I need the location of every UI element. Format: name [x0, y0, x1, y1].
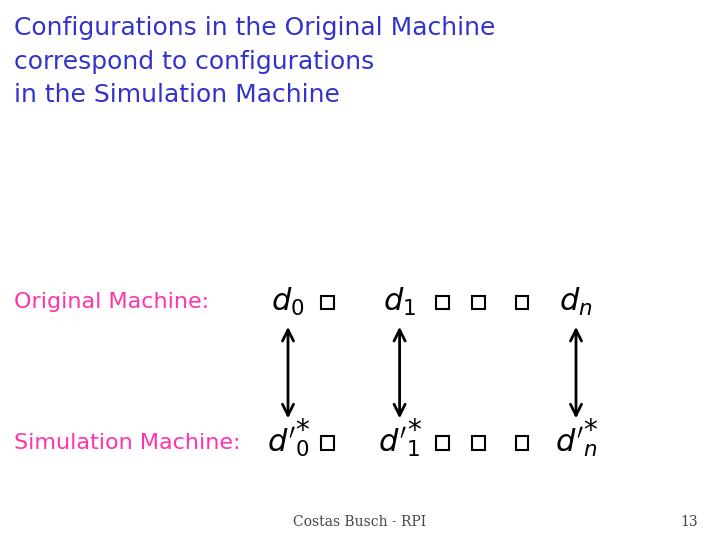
FancyBboxPatch shape [321, 436, 334, 450]
Text: 13: 13 [681, 515, 698, 529]
Text: Costas Busch - RPI: Costas Busch - RPI [294, 515, 426, 529]
Text: Simulation Machine:: Simulation Machine: [14, 433, 241, 453]
Text: $*$: $*$ [407, 416, 421, 443]
FancyBboxPatch shape [436, 436, 449, 450]
Text: $*$: $*$ [583, 416, 598, 443]
FancyBboxPatch shape [321, 295, 334, 309]
Text: Original Machine:: Original Machine: [14, 292, 210, 313]
FancyBboxPatch shape [472, 436, 485, 450]
Text: $d'_0$: $d'_0$ [266, 426, 310, 460]
FancyBboxPatch shape [472, 295, 485, 309]
Text: $*$: $*$ [295, 416, 310, 443]
FancyBboxPatch shape [516, 436, 528, 450]
Text: $d'_1$: $d'_1$ [379, 426, 420, 460]
Text: $d_0$: $d_0$ [271, 286, 305, 319]
Text: Configurations in the Original Machine
correspond to configurations
in the Simul: Configurations in the Original Machine c… [14, 16, 496, 107]
FancyBboxPatch shape [516, 295, 528, 309]
Text: $d'_n$: $d'_n$ [554, 426, 598, 460]
Text: $d_1$: $d_1$ [383, 286, 416, 319]
FancyBboxPatch shape [436, 295, 449, 309]
Text: $d_n$: $d_n$ [559, 286, 593, 319]
